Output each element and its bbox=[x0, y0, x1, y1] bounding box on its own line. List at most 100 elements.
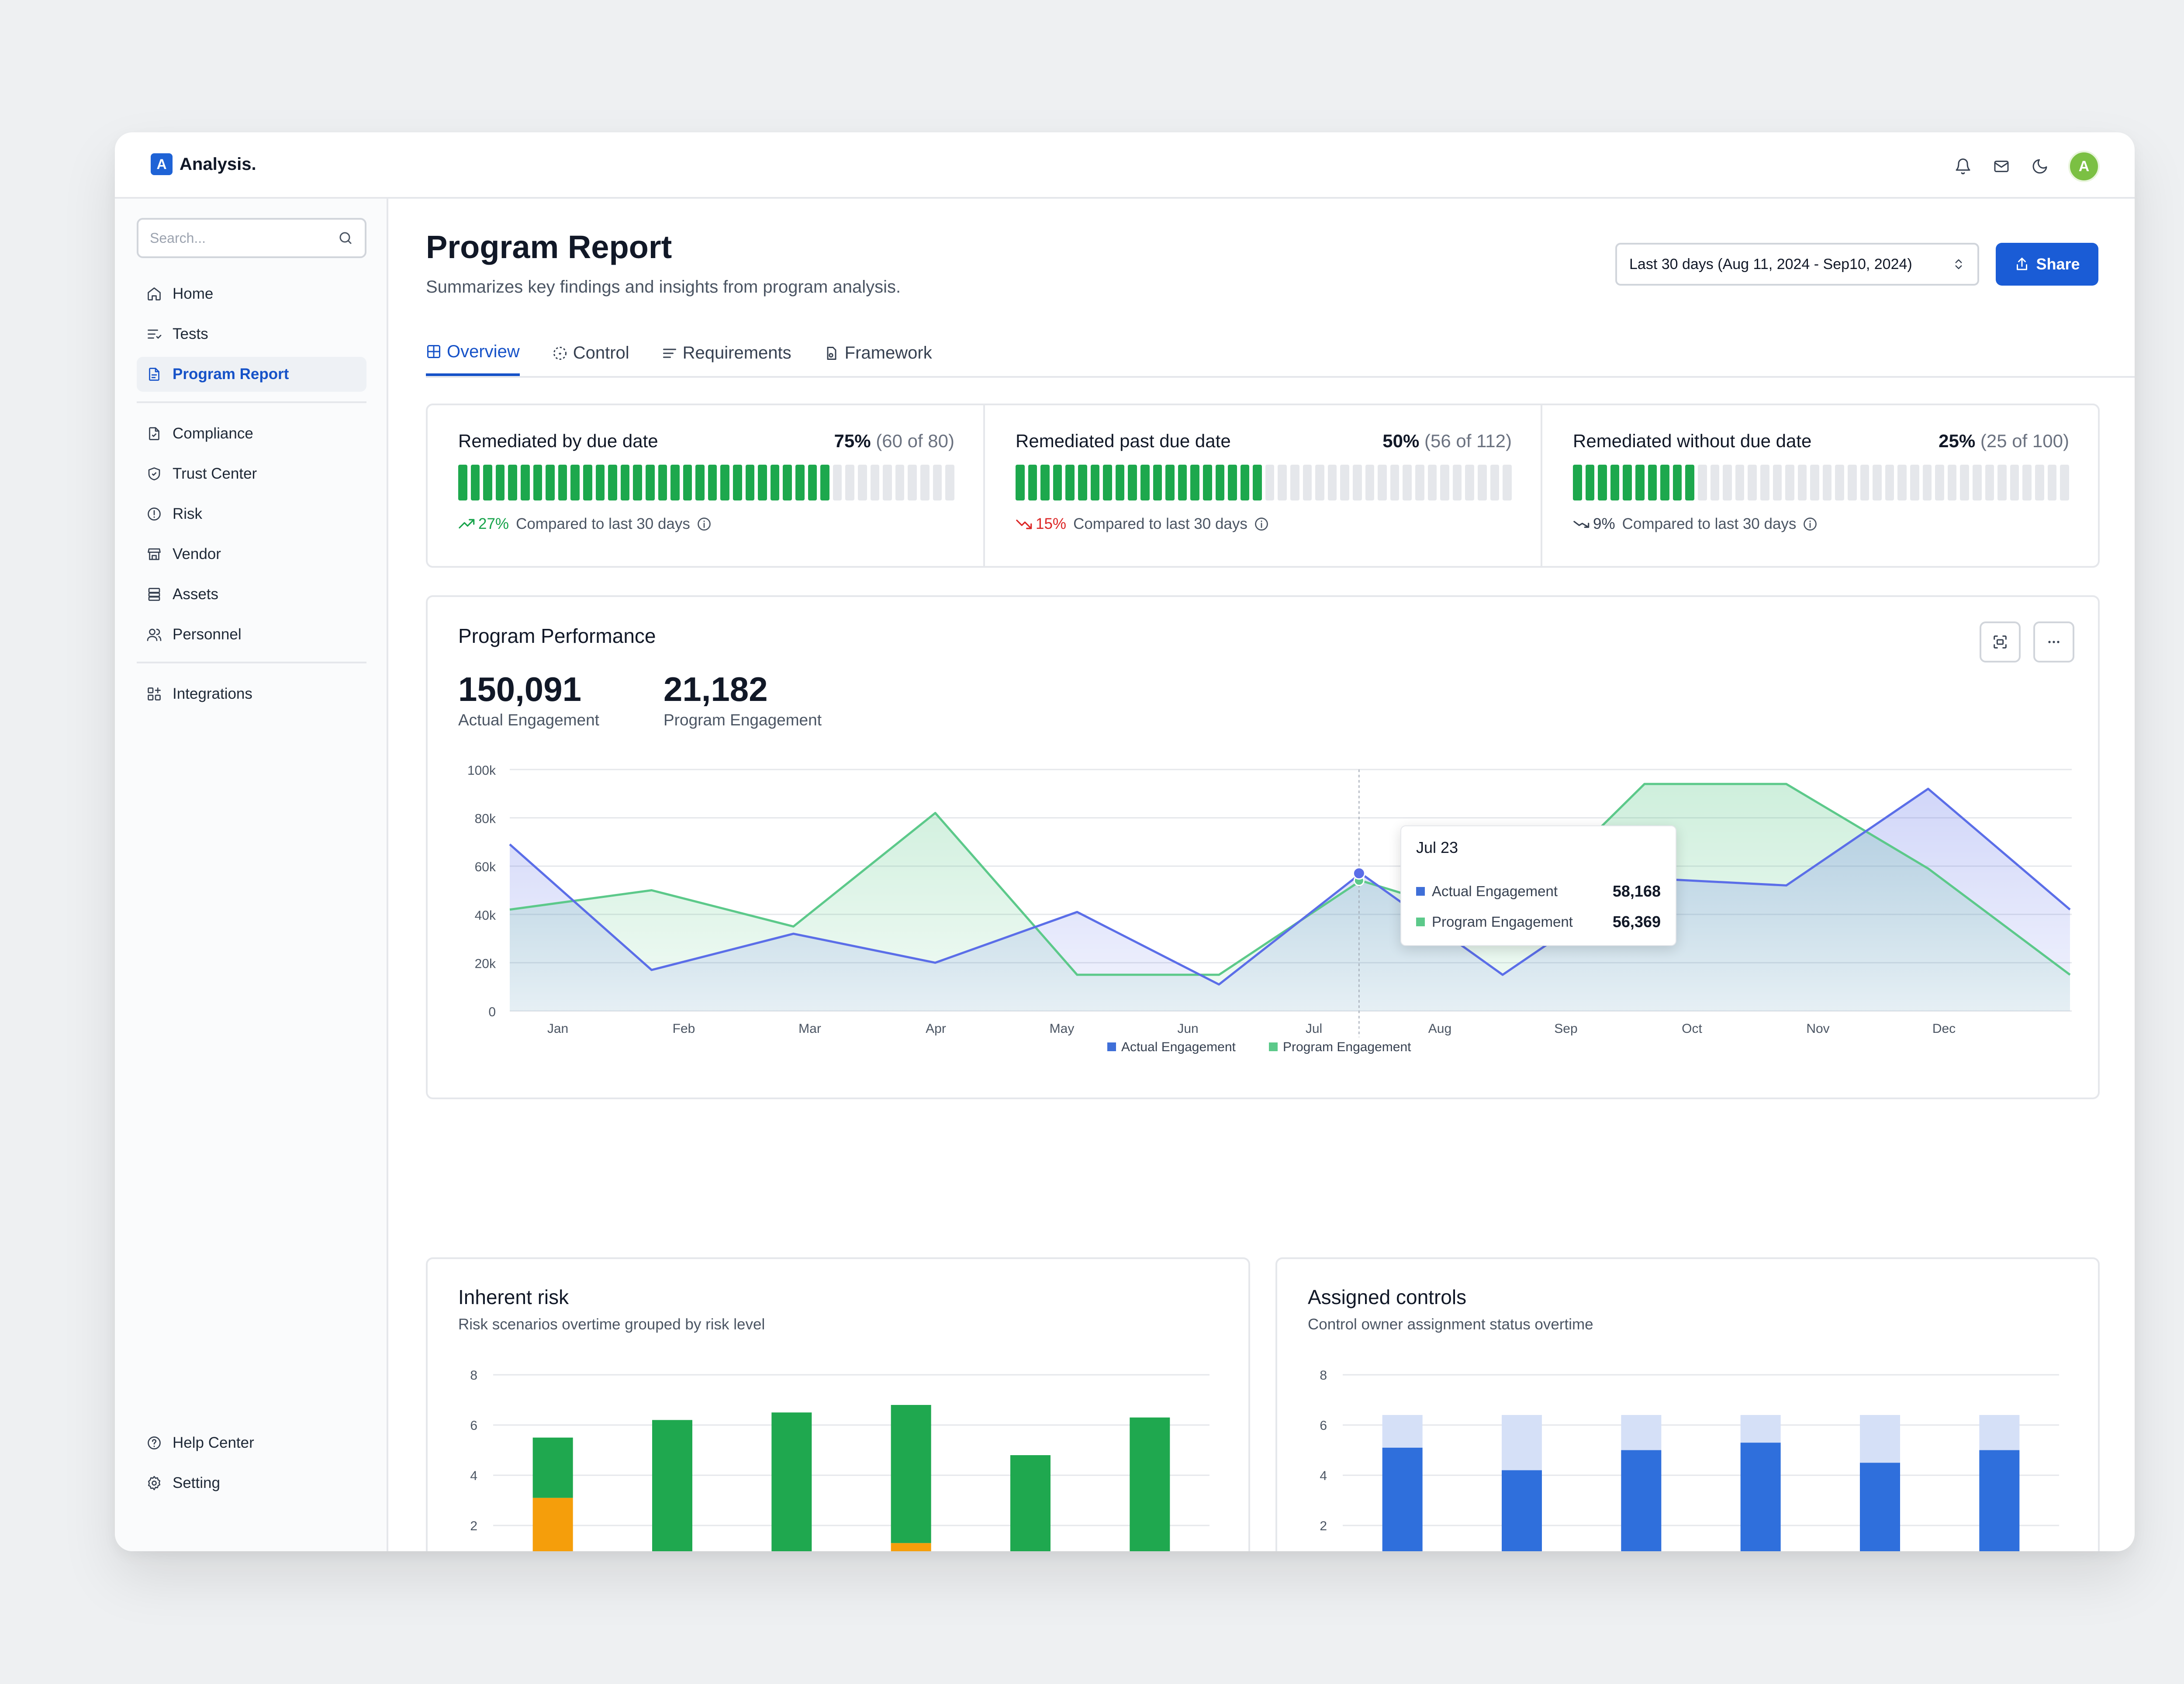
date-range-select[interactable]: Last 30 days (Aug 11, 2024 - Sep10, 2024… bbox=[1615, 243, 1979, 286]
progress-segment bbox=[1598, 465, 1607, 500]
sidebar-item-personnel[interactable]: Personnel bbox=[137, 617, 366, 652]
progress-segment bbox=[508, 465, 517, 500]
tab-bar: Overview Control Requirements Framework bbox=[426, 330, 964, 376]
tab-requirements[interactable]: Requirements bbox=[662, 330, 791, 376]
performance-title: Program Performance bbox=[458, 625, 656, 647]
stat-detail: (56 of 112) bbox=[1424, 431, 1512, 451]
tab-overview[interactable]: Overview bbox=[426, 330, 520, 376]
sidebar-item-risk[interactable]: Risk bbox=[137, 497, 366, 531]
stat-value: 75% (60 of 80) bbox=[834, 431, 954, 452]
progress-segment bbox=[1710, 465, 1720, 500]
more-horizontal-icon bbox=[2048, 641, 2060, 643]
tooltip-row: Program Engagement 56,369 bbox=[1416, 907, 1661, 937]
progress-segment bbox=[1623, 465, 1632, 500]
home-icon bbox=[148, 287, 161, 300]
sidebar-item-label: Risk bbox=[173, 505, 203, 522]
sidebar-item-program-report[interactable]: Program Report bbox=[137, 357, 366, 392]
stat-value: 25% (25 of 100) bbox=[1939, 431, 2069, 452]
search-icon[interactable] bbox=[338, 230, 353, 246]
moon-icon[interactable] bbox=[2030, 156, 2050, 176]
progress-segment bbox=[1610, 465, 1620, 500]
file-gear-icon bbox=[827, 346, 836, 360]
legend-label: Actual Engagement bbox=[1121, 1040, 1236, 1054]
brand[interactable]: A Analysis. bbox=[151, 153, 256, 175]
sidebar-item-integrations[interactable]: Integrations bbox=[137, 676, 366, 711]
bell-icon[interactable] bbox=[1953, 156, 1973, 176]
info-icon[interactable] bbox=[1802, 516, 1818, 532]
bar-segment bbox=[1860, 1415, 1900, 1463]
progress-segment bbox=[1935, 465, 1944, 500]
sidebar-item-help-center[interactable]: Help Center bbox=[137, 1425, 366, 1460]
sidebar-item-label: Help Center bbox=[173, 1434, 254, 1451]
compare-label: Compared to last 30 days bbox=[1073, 515, 1248, 532]
help-circle-icon bbox=[148, 1436, 161, 1449]
x-tick-label: Jun bbox=[1177, 1021, 1198, 1036]
kpi-value: 150,091 bbox=[458, 670, 581, 708]
trend-value: 15% bbox=[1036, 515, 1067, 532]
share-button[interactable]: Share bbox=[1996, 243, 2098, 286]
progress-segment bbox=[845, 465, 854, 500]
x-tick-label: Aug bbox=[1428, 1021, 1451, 1036]
trend-up-icon bbox=[459, 519, 475, 529]
progress-segment bbox=[1660, 465, 1669, 500]
screenshot-button[interactable] bbox=[1980, 621, 2021, 663]
kpi-label: Program Engagement bbox=[663, 711, 822, 729]
more-button[interactable] bbox=[2033, 621, 2074, 663]
search-input[interactable] bbox=[150, 230, 338, 246]
progress-segment bbox=[820, 465, 829, 500]
progress-segment bbox=[1016, 465, 1025, 500]
tab-framework[interactable]: Framework bbox=[824, 330, 932, 376]
progress-segment bbox=[1190, 465, 1199, 500]
sidebar-item-tests[interactable]: Tests bbox=[137, 317, 366, 352]
progress-segment bbox=[2022, 465, 2032, 500]
sidebar-item-vendor[interactable]: Vendor bbox=[137, 537, 366, 572]
sidebar-item-compliance[interactable]: Compliance bbox=[137, 416, 366, 451]
progress-segment bbox=[770, 465, 780, 500]
tab-control[interactable]: Control bbox=[552, 330, 629, 376]
card-title: Assigned controls bbox=[1308, 1286, 1467, 1308]
hover-point bbox=[1352, 867, 1365, 880]
progress-segment bbox=[1378, 465, 1387, 500]
progress-segment bbox=[1897, 465, 1907, 500]
info-icon[interactable] bbox=[696, 516, 712, 532]
scan-icon bbox=[1994, 635, 2007, 649]
mail-icon[interactable] bbox=[1991, 156, 2011, 176]
y-tick-label: 0 bbox=[488, 1005, 496, 1019]
progress-segment bbox=[2060, 465, 2069, 500]
progress-segment bbox=[1315, 465, 1324, 500]
y-tick-label: 60k bbox=[475, 860, 496, 874]
info-icon[interactable] bbox=[1254, 516, 1269, 532]
y-tick-label: 8 bbox=[1320, 1368, 1327, 1383]
progress-segment bbox=[1922, 465, 1932, 500]
tabs-divider bbox=[426, 376, 2135, 378]
progress-segment bbox=[1140, 465, 1150, 500]
sidebar-item-assets[interactable]: Assets bbox=[137, 577, 366, 612]
progress-segment bbox=[1797, 465, 1807, 500]
progress-segment bbox=[720, 465, 730, 500]
progress-segment bbox=[858, 465, 867, 500]
sidebar-item-trust-center[interactable]: Trust Center bbox=[137, 456, 366, 491]
main-content: Program Report Summarizes key findings a… bbox=[390, 199, 2135, 1551]
y-tick-label: 2 bbox=[470, 1519, 477, 1533]
progress-segment bbox=[1848, 465, 1857, 500]
progress-segment bbox=[608, 465, 617, 500]
search-box[interactable] bbox=[137, 218, 366, 258]
progress-segment bbox=[1760, 465, 1769, 500]
x-tick-label: Oct bbox=[1682, 1021, 1702, 1036]
progress-segment bbox=[1103, 465, 1112, 500]
progress-segment bbox=[1685, 465, 1694, 500]
avatar[interactable]: A bbox=[2068, 151, 2100, 182]
progress-segment bbox=[1040, 465, 1050, 500]
kpi-value: 21,182 bbox=[663, 670, 768, 708]
x-tick-label: Feb bbox=[673, 1021, 695, 1036]
brand-logo: A bbox=[151, 153, 173, 175]
sidebar-item-setting[interactable]: Setting bbox=[137, 1466, 366, 1501]
progress-segment bbox=[2047, 465, 2057, 500]
progress-bar bbox=[1016, 465, 1512, 500]
sidebar-item-home[interactable]: Home bbox=[137, 276, 366, 311]
progress-segment bbox=[1353, 465, 1362, 500]
tab-label: Overview bbox=[447, 342, 520, 361]
progress-segment bbox=[2035, 465, 2044, 500]
progress-segment bbox=[483, 465, 492, 500]
bar-segment bbox=[1979, 1450, 2020, 1551]
